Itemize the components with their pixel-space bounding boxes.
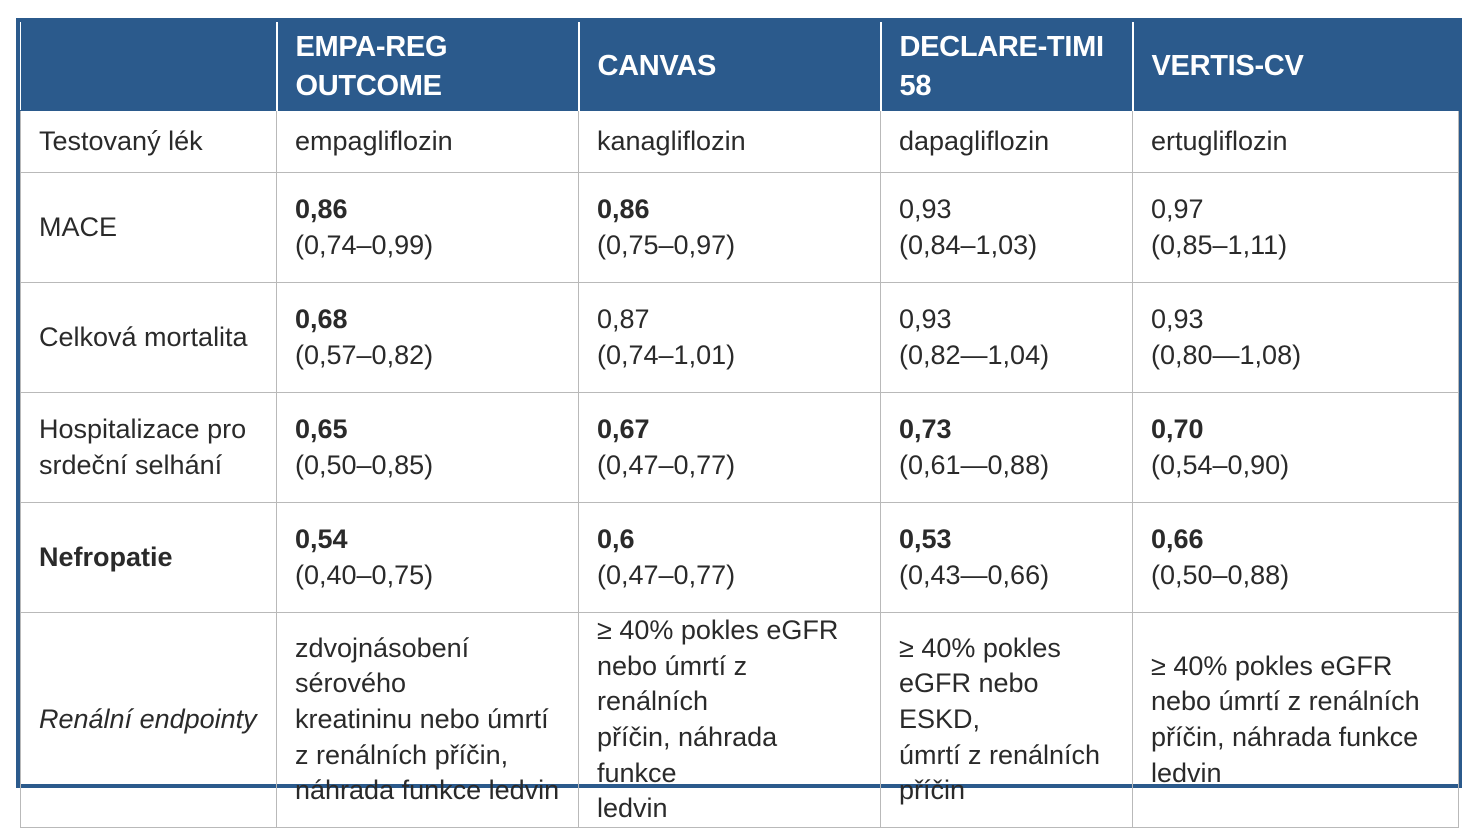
hazard-ratio: 0,93 — [899, 303, 952, 334]
confidence-interval: (0,57–0,82) — [295, 339, 434, 370]
header-cell-empty — [20, 22, 277, 111]
table-cell: 0,86 (0,75–0,97) — [578, 172, 881, 283]
table-row: MACE 0,86 (0,74–0,99) 0,86 (0,75–0,97) 0,9… — [20, 172, 1459, 283]
table-cell: 0,73 (0,61—0,88) — [880, 392, 1133, 503]
renal-line: nebo úmrtí z renálních — [597, 650, 748, 717]
table-cell: 0,53 (0,43—0,66) — [880, 502, 1133, 613]
hazard-ratio: 0,86 — [597, 193, 650, 224]
table-cell: ≥ 40% pokles eGFR nebo ESKD, úmrtí z ren… — [880, 612, 1133, 828]
hazard-ratio: 0,97 — [1151, 193, 1204, 224]
hazard-ratio: 0,67 — [597, 413, 650, 444]
hazard-ratio: 0,66 — [1151, 523, 1204, 554]
confidence-interval: (0,80—1,08) — [1151, 339, 1302, 370]
table-cell: zdvojnásobení sérového kreatininu nebo ú… — [276, 612, 579, 828]
confidence-interval: (0,54–0,90) — [1151, 449, 1290, 480]
confidence-interval: (0,47–0,77) — [597, 449, 736, 480]
renal-line: z renálních příčin, — [295, 739, 509, 770]
header-cell-canvas: CANVAS — [577, 22, 881, 111]
renal-line: eGFR nebo ESKD, — [899, 668, 1039, 735]
table-cell: ≥ 40% pokles eGFR nebo úmrtí z renálních… — [1132, 612, 1459, 828]
renal-line: ledvin — [1151, 757, 1222, 788]
row-label: MACE — [20, 172, 277, 283]
table-cell: dapagliflozin — [880, 110, 1133, 173]
table-cell: kanagliflozin — [578, 110, 881, 173]
table-cell: 0,6 (0,47–0,77) — [578, 502, 881, 613]
confidence-interval: (0,47–0,77) — [597, 559, 736, 590]
table-cell: 0,93 (0,80—1,08) — [1132, 282, 1459, 393]
table-cell: ≥ 40% pokles eGFR nebo úmrtí z renálních… — [578, 612, 881, 828]
table-cell: 0,70 (0,54–0,90) — [1132, 392, 1459, 503]
renal-line: příčin, náhrada funkce — [597, 721, 778, 788]
renal-line: kreatininu nebo úmrtí — [295, 704, 549, 735]
renal-line: ≥ 40% pokles eGFR — [1151, 650, 1393, 681]
table-cell: 0,65 (0,50–0,85) — [276, 392, 579, 503]
row-label: Hospitalizace pro srdeční selhání — [20, 392, 277, 503]
hazard-ratio: 0,65 — [295, 413, 348, 444]
table-cell: 0,93 (0,84–1,03) — [880, 172, 1133, 283]
renal-line: náhrada funkce ledvin — [295, 775, 560, 806]
row-label: Renální endpointy — [20, 612, 277, 828]
sglt2-trials-table: EMPA-REG OUTCOME CANVAS DECLARE-TIMI 58 … — [20, 22, 1459, 828]
confidence-interval: (0,75–0,97) — [597, 229, 736, 260]
hazard-ratio: 0,73 — [899, 413, 952, 444]
table-cell: 0,67 (0,47–0,77) — [578, 392, 881, 503]
table-row: Hospitalizace pro srdeční selhání 0,65 (0,… — [20, 392, 1459, 503]
row-label-line: Hospitalizace pro — [39, 413, 247, 444]
confidence-interval: (0,85–1,11) — [1151, 229, 1288, 260]
header-cell-empa-reg: EMPA-REG OUTCOME — [275, 22, 579, 111]
table-row: Testovaný lék empagliflozin kanagliflozi… — [20, 110, 1459, 173]
renal-line: nebo úmrtí z renálních — [1151, 686, 1420, 717]
header-cell-declare: DECLARE-TIMI 58 — [879, 22, 1133, 111]
row-label: Testovaný lék — [20, 110, 277, 173]
table-row: Renální endpointy zdvojnásobení sérového… — [20, 612, 1459, 828]
hazard-ratio: 0,53 — [899, 523, 952, 554]
hazard-ratio: 0,68 — [295, 303, 348, 334]
header-cell-vertis: VERTIS-CV — [1131, 22, 1459, 111]
hazard-ratio: 0,86 — [295, 193, 348, 224]
hazard-ratio: 0,93 — [1151, 303, 1204, 334]
table-cell: 0,86 (0,74–0,99) — [276, 172, 579, 283]
confidence-interval: (0,40–0,75) — [295, 559, 434, 590]
renal-line: úmrtí z renálních — [899, 739, 1101, 770]
table-cell: empagliflozin — [276, 110, 579, 173]
confidence-interval: (0,50–0,88) — [1151, 559, 1290, 590]
row-label-line: srdeční selhání — [39, 449, 223, 480]
table-row: Nefropatie 0,54 (0,40–0,75) 0,6 (0,47–0,77… — [20, 502, 1459, 613]
confidence-interval: (0,74–1,01) — [597, 339, 736, 370]
renal-line: ≥ 40% pokles eGFR — [597, 615, 839, 645]
table-cell: 0,87 (0,74–1,01) — [578, 282, 881, 393]
confidence-interval: (0,84–1,03) — [899, 229, 1038, 260]
table-cell: 0,93 (0,82—1,04) — [880, 282, 1133, 393]
confidence-interval: (0,61—0,88) — [899, 449, 1050, 480]
row-label: Nefropatie — [20, 502, 277, 613]
renal-line: ≥ 40% pokles — [899, 632, 1061, 663]
table-frame: EMPA-REG OUTCOME CANVAS DECLARE-TIMI 58 … — [16, 18, 1462, 828]
table-cell: 0,66 (0,50–0,88) — [1132, 502, 1459, 613]
hazard-ratio: 0,87 — [597, 303, 650, 334]
confidence-interval: (0,74–0,99) — [295, 229, 434, 260]
table-cell: 0,68 (0,57–0,82) — [276, 282, 579, 393]
renal-line: příčin — [899, 775, 966, 806]
hazard-ratio: 0,54 — [295, 523, 348, 554]
hazard-ratio: 0,93 — [899, 193, 952, 224]
header-row: EMPA-REG OUTCOME CANVAS DECLARE-TIMI 58 … — [20, 22, 1459, 111]
table-cell: 0,54 (0,40–0,75) — [276, 502, 579, 613]
table-cell: 0,97 (0,85–1,11) — [1132, 172, 1459, 283]
hazard-ratio: 0,70 — [1151, 413, 1204, 444]
row-label: Celková mortalita — [20, 282, 277, 393]
hazard-ratio: 0,6 — [597, 523, 635, 554]
table-cell: ertugliflozin — [1132, 110, 1459, 173]
confidence-interval: (0,50–0,85) — [295, 449, 434, 480]
confidence-interval: (0,82—1,04) — [899, 339, 1050, 370]
table-row: Celková mortalita 0,68 (0,57–0,82) 0,87 (0… — [20, 282, 1459, 393]
renal-line: ledvin — [597, 793, 668, 824]
renal-line: zdvojnásobení sérového — [295, 632, 470, 699]
confidence-interval: (0,43—0,66) — [899, 559, 1050, 590]
renal-line: příčin, náhrada funkce — [1151, 721, 1419, 752]
